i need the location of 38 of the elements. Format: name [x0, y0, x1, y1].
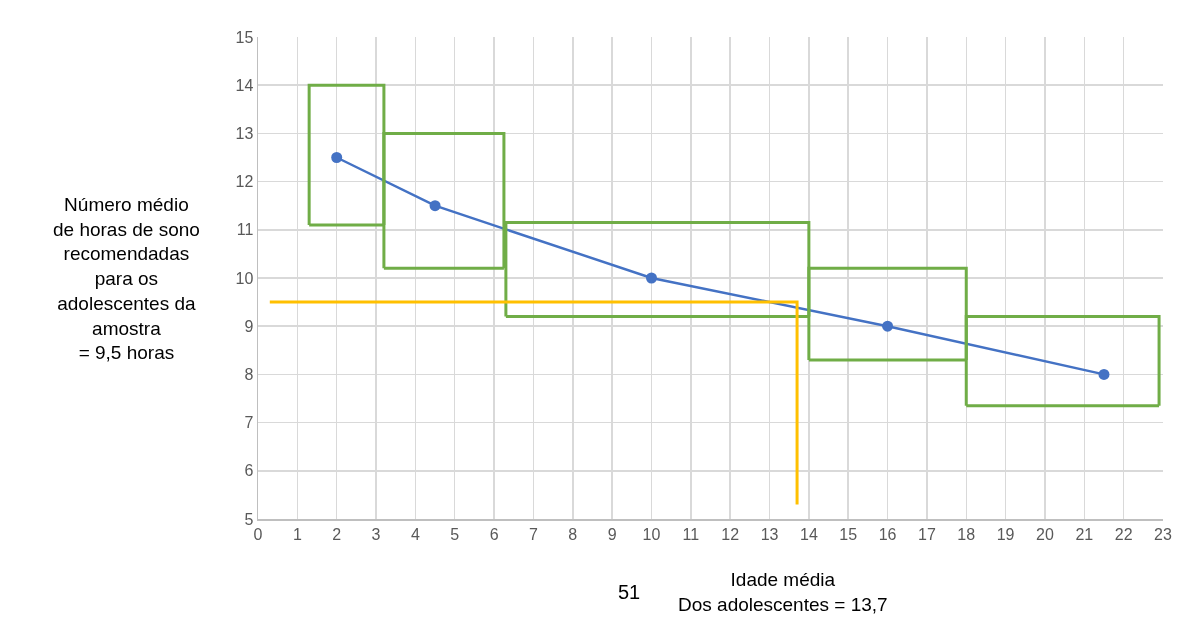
x-tick-label: 13: [760, 525, 779, 543]
x-tick-label: 2: [332, 525, 342, 543]
y-tick-label: 8: [244, 366, 254, 383]
x-tick-label: 17: [918, 525, 936, 543]
x-tick-label: 7: [528, 525, 538, 543]
y-tick-label: 5: [244, 510, 254, 528]
x-tick-label: 16: [878, 525, 897, 543]
x-tick-label: 15: [839, 525, 858, 543]
x-axis-title: Idade média Dos adolescentes = 13,7: [678, 569, 888, 615]
x-tick-label: 9: [607, 525, 617, 543]
x-tick-label: 20: [1036, 525, 1054, 543]
x-tick-label: 1: [292, 525, 302, 543]
y-tick-label: 10: [235, 269, 254, 287]
y-tick-label: 11: [236, 221, 254, 239]
x-tick-label: 11: [682, 525, 700, 543]
y-tick-label: 6: [244, 462, 254, 480]
x-tick-label: 19: [996, 525, 1015, 543]
x-tick-label: 3: [371, 525, 381, 543]
x-tick-label: 18: [957, 525, 976, 543]
x-tick-label: 10: [642, 525, 661, 543]
x-tick-label: 21: [1075, 525, 1094, 543]
x-tick-label: 4: [410, 525, 420, 543]
x-tick-label: 12: [721, 525, 740, 543]
x-tick-label: 23: [1154, 525, 1172, 543]
x-tick-label: 6: [489, 525, 499, 543]
x-tick-label: 5: [450, 525, 460, 543]
x-tick-label: 8: [568, 525, 578, 543]
y-tick-label: 13: [235, 125, 254, 142]
y-axis-title: Número médio de horas de sono recomendadas para os adolescentes da amostra = 9,5 horas: [53, 194, 200, 364]
x-tick-label: 22: [1114, 525, 1133, 543]
x-tick-label: 14: [799, 525, 818, 543]
x-tick-label: 0: [253, 525, 263, 543]
y-tick-label: 14: [235, 76, 254, 94]
y-tick-label: 12: [235, 173, 254, 191]
y-tick-label: 7: [244, 414, 254, 432]
y-tick-label: 15: [235, 28, 254, 46]
text: 51: [618, 581, 641, 603]
y-tick-label: 9: [244, 317, 254, 335]
